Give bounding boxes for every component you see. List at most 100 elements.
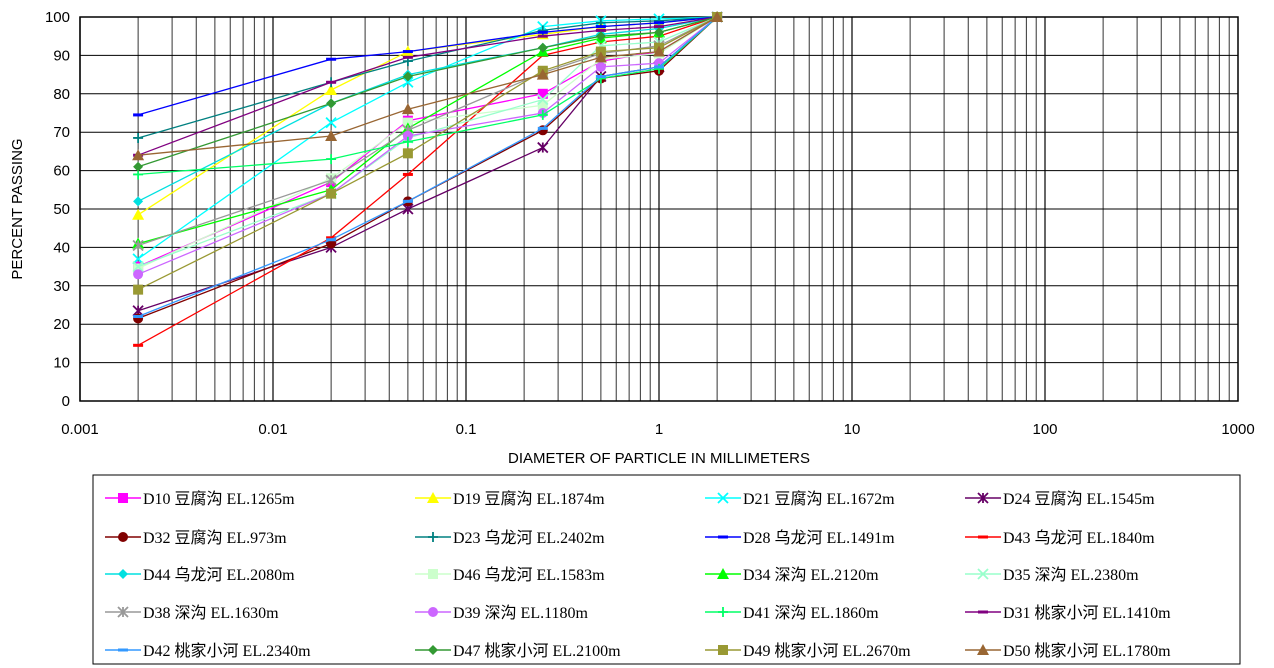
data-point [711, 11, 724, 22]
x-tick-label: 1000 [1221, 421, 1254, 438]
legend-item: D44 乌龙河 EL.2080m [105, 566, 295, 584]
data-point [133, 284, 144, 295]
grid [79, 16, 1238, 402]
legend-label: D47 桃家小河 EL.2100m [453, 642, 621, 660]
y-tick-label: 10 [53, 355, 70, 372]
legend: D10 豆腐沟 EL.1265m D19 豆腐沟 EL.1874m D21 豆腐沟 … [105, 490, 1171, 660]
y-tick-label: 30 [53, 278, 70, 295]
data-point [133, 196, 144, 207]
y-axis-ticks: 0 10 20 30 40 50 60 70 80 90 100 [45, 9, 70, 410]
data-point [133, 132, 144, 143]
data-point [977, 568, 989, 580]
legend-label: D34 深沟 EL.2120m [743, 566, 879, 584]
x-tick-label: 0.01 [258, 421, 287, 438]
series-line [138, 16, 718, 176]
data-point [977, 644, 989, 655]
data-point [402, 76, 414, 88]
legend-label: D24 豆腐沟 EL.1545m [1003, 490, 1155, 508]
legend-label: D23 乌龙河 EL.2402m [453, 529, 605, 547]
data-point [595, 28, 606, 32]
legend-item: D21 豆腐沟 EL.1672m [705, 490, 895, 508]
series-group [132, 11, 723, 252]
data-point [978, 535, 988, 539]
y-axis-label: PERCENT PASSING [9, 138, 26, 279]
data-point [654, 65, 664, 69]
data-point [428, 532, 438, 542]
legend-box [92, 474, 1241, 665]
x-tick-label: 0.1 [456, 421, 477, 438]
y-tick-label: 40 [53, 239, 70, 256]
data-point [654, 25, 664, 29]
data-point [402, 136, 413, 147]
data-point [133, 161, 144, 172]
data-point [325, 174, 337, 186]
data-point [718, 535, 728, 539]
legend-label: D50 桃家小河 EL.1780m [1003, 642, 1171, 660]
data-point [537, 126, 548, 130]
series-group [132, 11, 724, 220]
series-line [137, 16, 718, 247]
data-point [977, 492, 989, 504]
legend-label: D10 豆腐沟 EL.1265m [143, 490, 295, 508]
data-point [118, 493, 128, 503]
series-line [137, 16, 718, 346]
series-line [138, 16, 718, 156]
legend-item: D49 桃家小河 EL.2670m [705, 642, 911, 660]
data-point [717, 568, 729, 579]
data-point [402, 131, 413, 142]
legend-item: D19 豆腐沟 EL.1874m [415, 490, 605, 508]
legend-item: D28 乌龙河 EL.1491m [705, 529, 895, 547]
series-group [133, 12, 723, 172]
series-line [137, 16, 718, 245]
series-group [133, 12, 723, 180]
series-layer [132, 11, 724, 347]
data-point [132, 239, 144, 252]
data-point [594, 51, 607, 63]
data-point [325, 130, 338, 142]
series-group [133, 12, 723, 274]
legend-label: D39 深沟 EL.1180m [453, 604, 589, 622]
data-point [326, 80, 337, 84]
legend-item: D50 桃家小河 EL.1780m [965, 642, 1171, 660]
series-line [137, 16, 718, 312]
legend-item: D10 豆腐沟 EL.1265m [105, 490, 295, 508]
legend-label: D35 深沟 EL.2380m [1003, 566, 1139, 584]
legend-label: D31 桃家小河 EL.1410m [1003, 604, 1171, 622]
data-point [326, 98, 337, 109]
data-point [537, 93, 549, 106]
data-point [118, 532, 128, 542]
data-point [402, 71, 413, 82]
legend-item: D39 深沟 EL.1180m [415, 604, 589, 622]
legend-item: D24 豆腐沟 EL.1545m [965, 490, 1155, 508]
series-group [132, 11, 723, 317]
legend-label: D42 桃家小河 EL.2340m [143, 642, 311, 660]
data-point [595, 31, 606, 42]
data-point [536, 68, 549, 80]
data-point [654, 21, 664, 25]
data-point [428, 645, 438, 655]
legend-item: D46 乌龙河 EL.1583m [415, 566, 605, 584]
data-point [537, 42, 548, 53]
legend-label: D19 豆腐沟 EL.1874m [453, 490, 605, 508]
data-point [427, 492, 439, 503]
data-point [402, 199, 413, 203]
legend-item: D47 桃家小河 EL.2100m [415, 642, 621, 660]
legend-item: D43 乌龙河 EL.1840m [965, 529, 1155, 547]
series-group [132, 11, 724, 161]
series-line [137, 16, 718, 318]
data-point [595, 61, 606, 72]
data-point [133, 269, 144, 280]
series-group [133, 12, 723, 207]
data-point [428, 569, 438, 579]
data-point [537, 141, 549, 154]
series-line [137, 16, 718, 202]
data-point [401, 103, 414, 115]
data-point [326, 238, 337, 242]
data-point [717, 492, 729, 504]
x-axis-ticks: 0.001 0.01 0.1 1 10 100 1000 [61, 421, 1254, 438]
y-tick-label: 80 [53, 86, 70, 103]
data-point [326, 188, 337, 199]
data-point [537, 88, 548, 99]
data-point [595, 75, 606, 79]
